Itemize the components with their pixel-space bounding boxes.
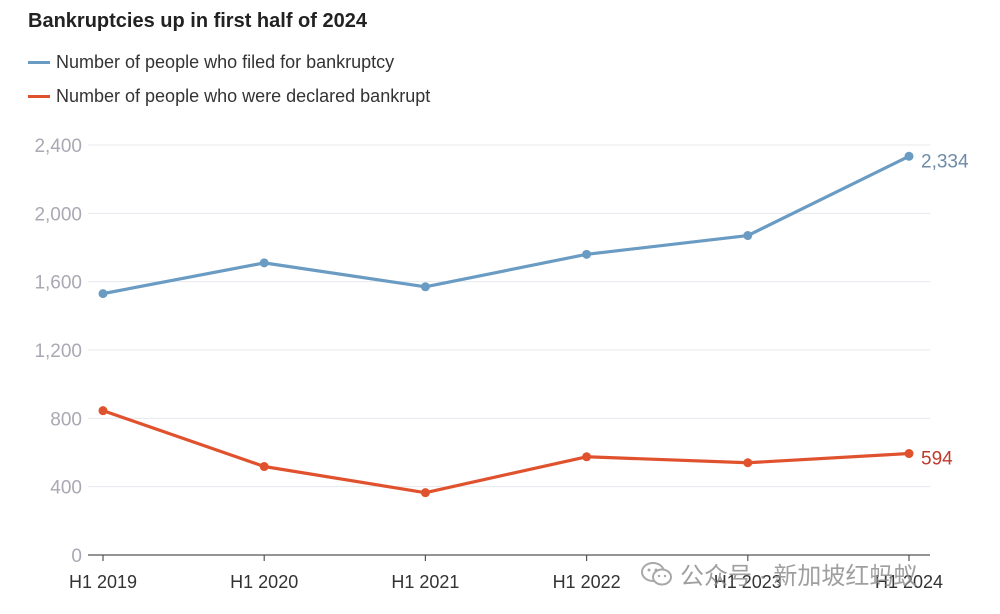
data-point: [582, 452, 592, 462]
data-point: [743, 231, 753, 241]
legend-swatch-declared: [28, 95, 50, 98]
series-line-1: [101, 409, 911, 495]
data-point: [904, 151, 914, 161]
y-tick-label: 1,200: [34, 341, 82, 362]
y-tick-label: 0: [71, 546, 82, 567]
data-point: [259, 258, 269, 268]
series-line-0: [101, 154, 911, 296]
wechat-icon: [641, 561, 672, 585]
x-tick-label: H1 2020: [230, 572, 298, 592]
x-tick-label: H1 2021: [391, 572, 459, 592]
legend-label-filed: Number of people who filed for bankruptc…: [56, 52, 395, 72]
x-tick-label: H1 2022: [553, 572, 621, 592]
legend-item-filed: Number of people who filed for bankruptc…: [28, 52, 394, 73]
watermark: 公众号 · 新加坡红蚂蚁: [640, 556, 917, 591]
data-point: [582, 249, 592, 259]
end-value-label: 2,334: [921, 151, 969, 172]
x-tick-label: H1 2019: [69, 572, 137, 592]
chart-title: Bankruptcies up in first half of 2024: [28, 10, 367, 32]
data-point: [98, 406, 108, 416]
data-point: [420, 282, 430, 292]
x-tick-label: H1 2024: [875, 572, 943, 592]
end-value-label: 594: [921, 449, 953, 470]
y-tick-label: 2,400: [34, 136, 82, 157]
legend-item-declared: Number of people who were declared bankr…: [28, 86, 430, 107]
data-point: [98, 289, 108, 299]
legend-label-declared: Number of people who were declared bankr…: [56, 86, 431, 106]
y-tick-label: 1,600: [34, 273, 82, 294]
data-point: [259, 462, 269, 472]
data-point: [420, 488, 430, 498]
y-tick-label: 800: [50, 409, 82, 430]
data-point: [743, 458, 753, 468]
data-point: [904, 449, 914, 459]
y-tick-label: 400: [50, 478, 82, 499]
x-tick-label: H1 2023: [714, 572, 782, 592]
legend-swatch-filed: [28, 61, 50, 64]
y-tick-label: 2,000: [34, 204, 82, 225]
watermark-text: 公众号 · 新加坡红蚂蚁: [680, 563, 918, 590]
